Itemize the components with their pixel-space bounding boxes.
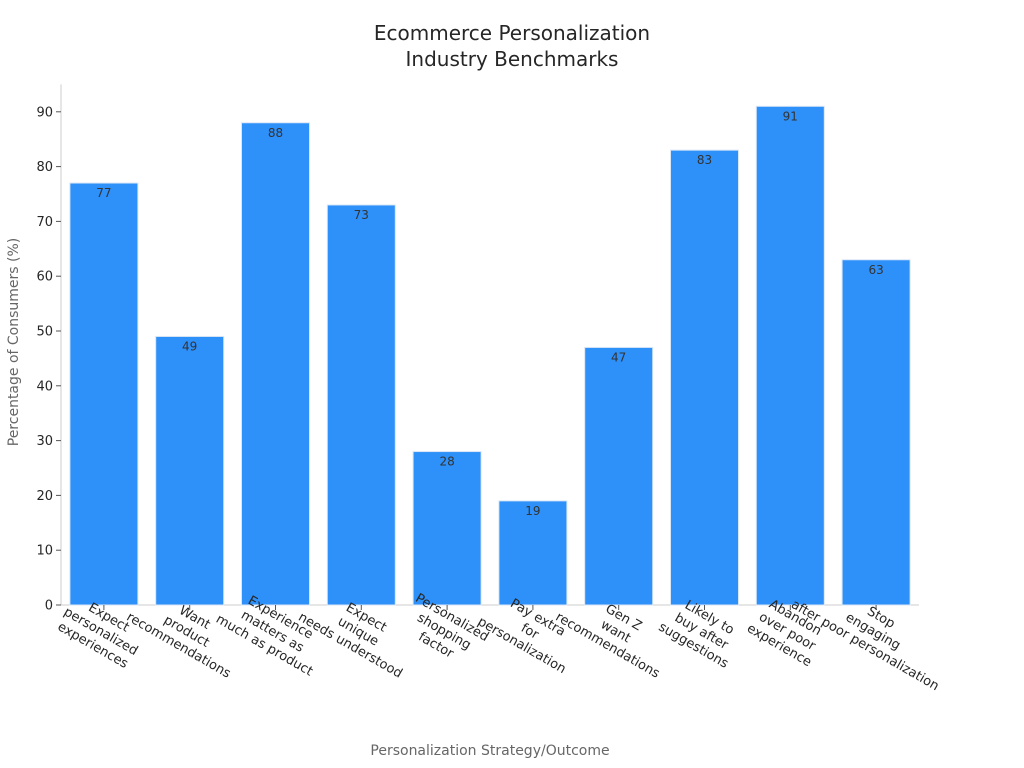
y-tick-label: 70	[36, 215, 53, 230]
y-tick-label: 0	[45, 599, 53, 614]
chart-title-line-1: Ecommerce Personalization	[374, 21, 650, 45]
y-tick-label: 60	[36, 270, 53, 285]
bar	[326, 204, 396, 606]
y-tick-label: 80	[36, 160, 53, 175]
y-tick-label: 40	[36, 379, 53, 394]
bar-value-label: 28	[439, 455, 454, 469]
bar-value-label: 47	[611, 350, 626, 364]
chart-bars	[69, 105, 911, 606]
bar	[670, 149, 739, 606]
y-axis-title: Percentage of Consumers (%)	[6, 238, 22, 447]
bar-value-label: 88	[268, 126, 283, 140]
y-tick-label: 50	[36, 325, 53, 340]
bar	[69, 182, 139, 606]
chart-title: Ecommerce Personalization Industry Bench…	[374, 21, 650, 71]
chart-title-line-2: Industry Benchmarks	[406, 47, 619, 71]
bar	[755, 105, 825, 606]
chart-data-labels: 77 49 88 73 28 19 47 83 91 63	[96, 109, 883, 518]
bar-value-label: 63	[868, 263, 883, 277]
bar-value-label: 19	[525, 504, 540, 518]
y-tick-label: 20	[36, 489, 53, 504]
bar-value-label: 83	[697, 153, 712, 167]
bar	[584, 346, 654, 606]
bar-value-label: 77	[96, 186, 111, 200]
y-tick-label: 30	[36, 434, 53, 449]
bar	[498, 500, 568, 606]
bar	[241, 122, 310, 606]
bar	[841, 259, 911, 606]
bar	[412, 451, 482, 606]
y-tick-label: 90	[36, 105, 53, 120]
y-tick-label: 10	[36, 544, 53, 559]
bar-value-label: 91	[783, 109, 798, 123]
bar-value-label: 49	[182, 339, 197, 353]
bar-value-label: 73	[354, 208, 369, 222]
bar	[155, 335, 225, 606]
x-axis-title: Personalization Strategy/Outcome	[370, 743, 609, 759]
